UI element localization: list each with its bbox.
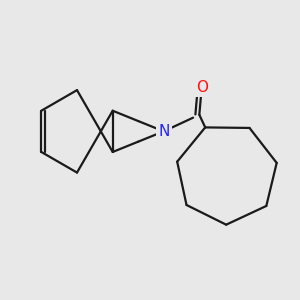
Text: O: O (196, 80, 208, 95)
Text: N: N (158, 124, 169, 139)
